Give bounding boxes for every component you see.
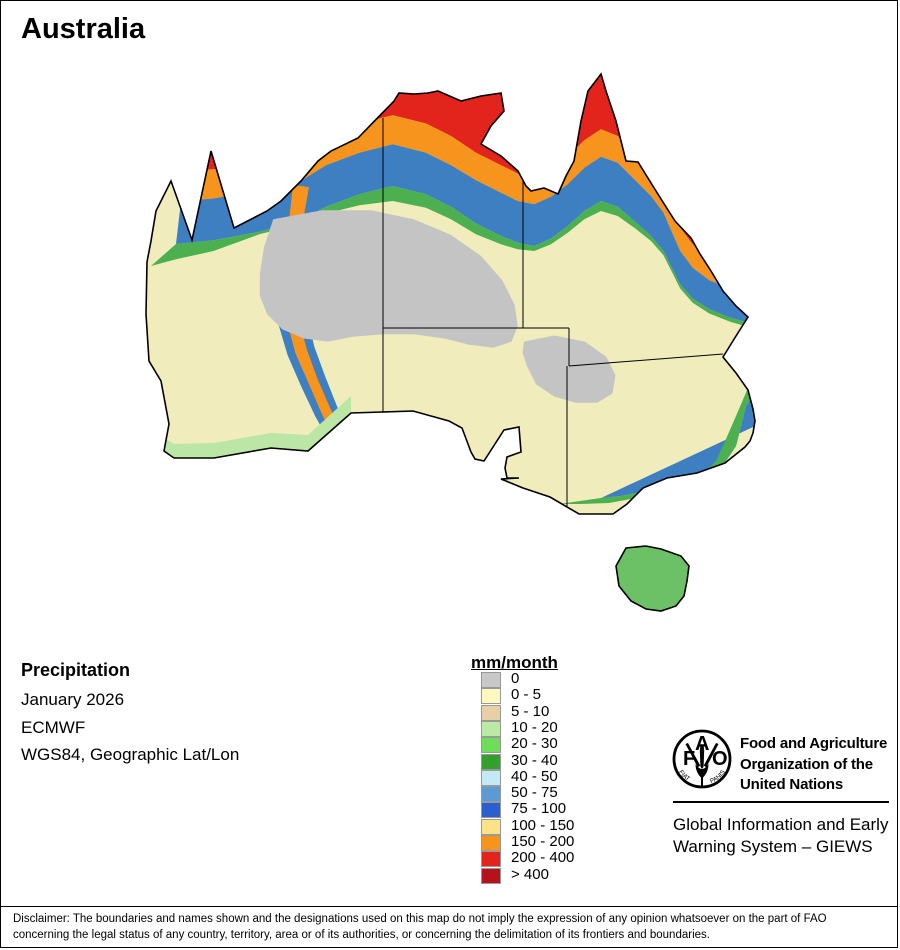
svg-text:FIAT: FIAT — [677, 769, 691, 783]
